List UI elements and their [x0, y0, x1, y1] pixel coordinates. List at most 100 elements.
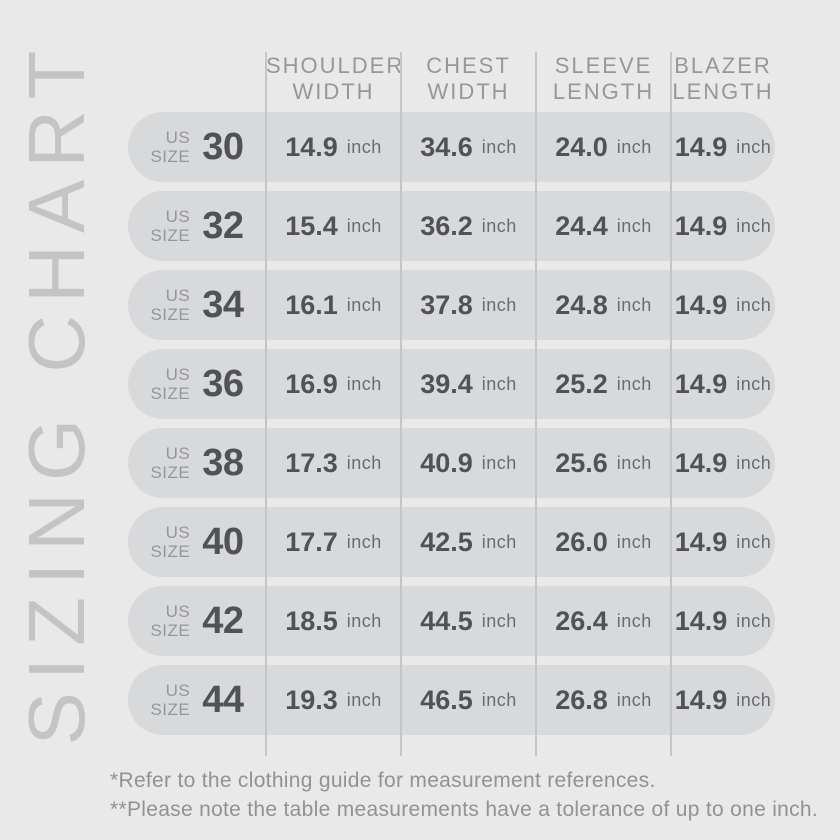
measurement-value: 24.0 — [555, 131, 608, 162]
unit-label: inch — [481, 373, 517, 394]
chest-width-cell: 42.5 inch — [401, 507, 536, 577]
unit-label: inch — [346, 531, 382, 552]
measurement-value: 44.5 — [420, 605, 473, 636]
measurement-value: 14.9 — [674, 131, 728, 162]
size-number: 40 — [202, 520, 244, 563]
measurement-value: 26.0 — [555, 526, 608, 557]
blazer-length-cell: 14.9 inch — [671, 586, 775, 656]
table-row-size-40: US SIZE 40 17.7 inch 42.5 inch 26.0 inch 14… — [128, 507, 775, 577]
unit-label: inch — [346, 294, 382, 315]
measurement-value: 14.9 — [674, 605, 728, 636]
size-label: SIZE — [150, 700, 191, 719]
us-size-label: US SIZE — [150, 365, 190, 403]
unit-label: inch — [481, 689, 517, 710]
us-size-label: US SIZE — [150, 523, 190, 561]
us-label: US — [165, 285, 191, 305]
unit-label: inch — [616, 294, 652, 315]
size-cell: US SIZE 36 — [128, 349, 266, 419]
measurement-value: 14.9 — [674, 289, 728, 320]
us-label: US — [165, 364, 191, 384]
blazer-length-cell: 14.9 inch — [671, 270, 775, 340]
measurement-value: 14.9 — [674, 447, 728, 478]
measurement-value: 14.9 — [674, 210, 728, 241]
header-line: SHOULDER — [266, 53, 405, 79]
unit-label: inch — [616, 689, 652, 710]
size-number: 44 — [202, 678, 244, 721]
measurement-value: 16.9 — [285, 368, 338, 399]
size-label: SIZE — [150, 147, 191, 166]
shoulder-width-cell: 17.7 inch — [266, 507, 401, 577]
size-label: SIZE — [150, 384, 191, 403]
header-line: CHEST — [426, 53, 511, 79]
sleeve-length-cell: 25.2 inch — [536, 349, 671, 419]
header-line: WIDTH — [427, 79, 510, 104]
sleeve-length-cell: 24.0 inch — [536, 112, 671, 182]
size-cell: US SIZE 30 — [128, 112, 266, 182]
shoulder-width-cell: 14.9 inch — [266, 112, 401, 182]
chest-width-cell: 36.2 inch — [401, 191, 536, 261]
size-cell: US SIZE 42 — [128, 586, 266, 656]
column-header-shoulder-width: SHOULDER WIDTH — [266, 53, 405, 104]
unit-label: inch — [481, 610, 517, 631]
size-label: SIZE — [150, 463, 191, 482]
chest-width-cell: 37.8 inch — [401, 270, 536, 340]
measurement-value: 17.7 — [285, 526, 338, 557]
sleeve-length-cell: 25.6 inch — [536, 428, 671, 498]
unit-label: inch — [346, 215, 382, 236]
us-label: US — [165, 206, 191, 226]
unit-label: inch — [616, 452, 652, 473]
us-label: US — [165, 601, 191, 621]
size-number: 38 — [202, 441, 244, 484]
measurement-value: 39.4 — [420, 368, 473, 399]
unit-label: inch — [616, 373, 652, 394]
size-number: 36 — [202, 362, 244, 405]
header-line: LENGTH — [552, 79, 655, 104]
unit-label: inch — [346, 452, 382, 473]
size-number: 30 — [202, 125, 244, 168]
unit-label: inch — [616, 610, 652, 631]
table-row-size-38: US SIZE 38 17.3 inch 40.9 inch 25.6 inch 14… — [128, 428, 775, 498]
measurement-value: 26.8 — [555, 684, 608, 715]
unit-label: inch — [736, 215, 772, 236]
size-cell: US SIZE 44 — [128, 665, 266, 735]
sleeve-length-cell: 26.8 inch — [536, 665, 671, 735]
table-row-size-32: US SIZE 32 15.4 inch 36.2 inch 24.4 inch 14… — [128, 191, 775, 261]
measurement-value: 17.3 — [285, 447, 338, 478]
unit-label: inch — [616, 136, 652, 157]
us-size-label: US SIZE — [150, 207, 190, 245]
table-row-size-30: US SIZE 30 14.9 inch 34.6 inch 24.0 inch 14… — [128, 112, 775, 182]
unit-label: inch — [346, 610, 382, 631]
footnotes: *Refer to the clothing guide for measure… — [110, 766, 818, 824]
unit-label: inch — [481, 136, 517, 157]
unit-label: inch — [346, 373, 382, 394]
measurement-value: 14.9 — [674, 684, 728, 715]
measurement-value: 40.9 — [420, 447, 473, 478]
unit-label: inch — [481, 452, 517, 473]
table-header: SHOULDER WIDTH CHEST WIDTH SLEEVE LENGTH… — [128, 52, 775, 106]
us-label: US — [165, 443, 191, 463]
measurement-value: 14.9 — [674, 368, 728, 399]
table-row-size-44: US SIZE 44 19.3 inch 46.5 inch 26.8 inch 14… — [128, 665, 775, 735]
unit-label: inch — [616, 215, 652, 236]
header-line: LENGTH — [672, 79, 774, 104]
size-cell: US SIZE 38 — [128, 428, 266, 498]
page-title: SIZING CHART — [12, 38, 101, 746]
sleeve-length-cell: 24.8 inch — [536, 270, 671, 340]
size-number: 42 — [202, 599, 244, 642]
size-cell: US SIZE 34 — [128, 270, 266, 340]
blazer-length-cell: 14.9 inch — [671, 428, 775, 498]
measurement-value: 24.8 — [555, 289, 608, 320]
size-cell: US SIZE 40 — [128, 507, 266, 577]
chest-width-cell: 44.5 inch — [401, 586, 536, 656]
unit-label: inch — [346, 136, 382, 157]
chest-width-cell: 46.5 inch — [401, 665, 536, 735]
column-header-blazer-length: BLAZER LENGTH — [671, 53, 775, 104]
footnote-tolerance: **Please note the table measurements hav… — [110, 798, 819, 821]
measurement-value: 25.2 — [555, 368, 608, 399]
sleeve-length-cell: 26.0 inch — [536, 507, 671, 577]
header-line: WIDTH — [292, 79, 375, 104]
chest-width-cell: 34.6 inch — [401, 112, 536, 182]
blazer-length-cell: 14.9 inch — [671, 507, 775, 577]
size-label: SIZE — [150, 542, 191, 561]
